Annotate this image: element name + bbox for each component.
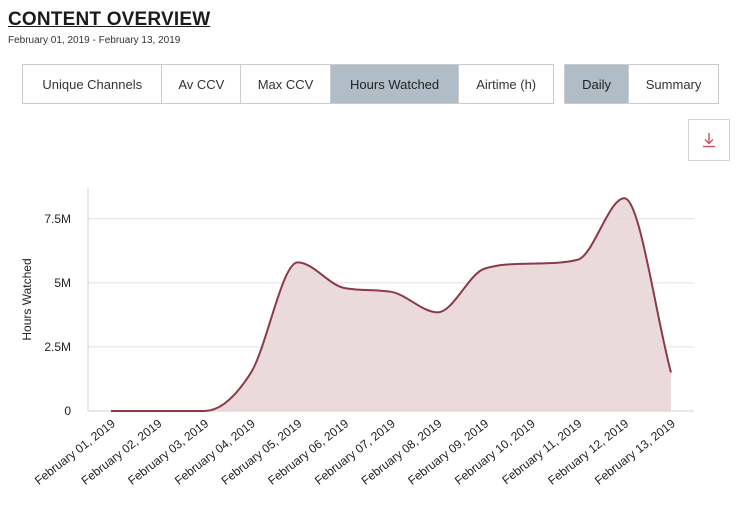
download-button[interactable]: [688, 119, 730, 161]
data-point[interactable]: [575, 257, 581, 263]
x-tick-label: February 09, 2019: [405, 416, 491, 488]
data-point[interactable]: [108, 408, 114, 414]
x-tick-label: February 11, 2019: [499, 416, 584, 487]
data-point[interactable]: [528, 261, 534, 267]
download-icon: [703, 133, 715, 148]
x-tick-label: February 08, 2019: [359, 416, 445, 488]
data-point[interactable]: [388, 289, 394, 295]
data-point[interactable]: [341, 285, 347, 291]
data-point[interactable]: [248, 370, 254, 376]
x-tick-label: February 01, 2019: [32, 416, 118, 488]
page-title: CONTENT OVERVIEW: [8, 9, 211, 30]
x-tick-label: February 12, 2019: [545, 416, 631, 488]
x-tick-label: February 07, 2019: [312, 416, 398, 488]
y-tick-label: 2.5M: [44, 340, 71, 354]
x-tick-label: February 04, 2019: [172, 416, 258, 488]
y-axis-title: Hours Watched: [20, 258, 34, 340]
data-point[interactable]: [155, 408, 161, 414]
tab-hours-watched[interactable]: Hours Watched: [329, 65, 459, 103]
y-tick-label: 0: [64, 404, 71, 418]
date-range: February 01, 2019 - February 13, 2019: [8, 35, 181, 46]
data-point[interactable]: [435, 309, 441, 315]
tab-av-ccv[interactable]: Av CCV: [161, 65, 241, 103]
hours-watched-chart: 0 2.5M 5M 7.5M Hours Watched February 01, 201…: [20, 188, 694, 488]
x-tick-label: February 06, 2019: [265, 416, 351, 488]
tab-summary[interactable]: Summary: [628, 65, 718, 103]
x-tick-label: February 05, 2019: [219, 416, 305, 488]
data-point[interactable]: [201, 408, 207, 414]
view-tab-group: Daily Summary: [564, 64, 719, 104]
data-point[interactable]: [295, 259, 301, 265]
tab-airtime[interactable]: Airtime (h): [458, 65, 553, 103]
data-point[interactable]: [621, 195, 627, 201]
y-tick-label: 5M: [54, 276, 71, 290]
x-tick-label: February 13, 2019: [592, 416, 678, 488]
series-area: [111, 198, 671, 411]
tab-daily[interactable]: Daily: [565, 65, 629, 103]
x-tick-label: February 10, 2019: [452, 416, 538, 488]
series-line: [111, 197, 672, 412]
tab-unique-channels[interactable]: Unique Channels: [23, 65, 162, 103]
data-point[interactable]: [668, 370, 674, 376]
tab-max-ccv[interactable]: Max CCV: [240, 65, 330, 103]
metric-tab-group: Unique Channels Av CCV Max CCV Hours Wat…: [22, 64, 554, 104]
x-tick-label: February 02, 2019: [79, 416, 165, 488]
data-point[interactable]: [481, 266, 487, 272]
y-tick-label: 7.5M: [44, 212, 71, 226]
x-tick-label: February 03, 2019: [125, 416, 211, 488]
